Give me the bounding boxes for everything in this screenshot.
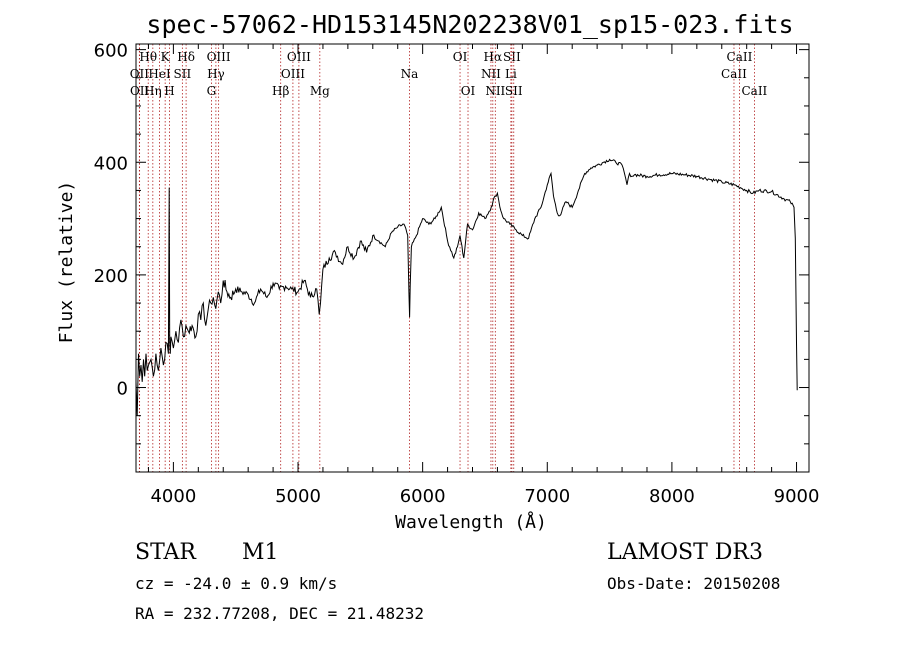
x-tick-label: 9000: [774, 486, 820, 507]
line-label: CaII: [721, 67, 747, 81]
line-label: NII: [481, 67, 501, 81]
line-label: CaII: [727, 50, 753, 64]
line-label: OII: [130, 67, 150, 81]
obs-date: Obs-Date: 20150208: [607, 574, 781, 593]
line-label: Hη: [144, 84, 162, 98]
ra-dec: RA = 232.77208, DEC = 21.48232: [135, 604, 424, 623]
line-label: NII: [485, 84, 505, 98]
line-label: K: [161, 50, 171, 64]
y-axis: 0 200 400 600: [94, 41, 809, 445]
y-axis-label: Flux (relative): [56, 181, 77, 344]
redshift-text: cz = -24.0 ± 0.9 km/s: [135, 574, 338, 593]
line-label: Hθ: [139, 50, 157, 64]
line-label: OI: [453, 50, 468, 64]
line-label: H: [164, 84, 174, 98]
spectrum-line: [135, 158, 798, 416]
x-tick-label: 6000: [400, 486, 446, 507]
x-axis: 4000 5000 6000 7000 8000 9000: [147, 44, 820, 507]
chart-title: spec-57062-HD153145N202238V01_sp15-023.f…: [146, 10, 793, 39]
line-label: Na: [401, 67, 419, 81]
line-label: Mg: [310, 84, 330, 98]
y-tick-label: 600: [94, 41, 128, 62]
x-tick-label: 4000: [150, 486, 196, 507]
x-tick-label: 8000: [649, 486, 695, 507]
line-label: SII: [174, 67, 192, 81]
line-label: CaII: [741, 84, 767, 98]
y-tick-label: 200: [94, 266, 128, 287]
x-tick-label: 5000: [275, 486, 321, 507]
y-tick-label: 0: [117, 379, 128, 400]
object-subclass: M1: [242, 540, 279, 565]
line-label: Li: [505, 67, 517, 81]
line-label: Hβ: [272, 84, 289, 98]
survey-name: LAMOST DR3: [607, 540, 763, 565]
line-label: Hα: [484, 50, 503, 64]
line-label: HeI: [148, 67, 171, 81]
line-label: OI: [461, 84, 476, 98]
line-label: OIII: [207, 50, 231, 64]
line-label: OIII: [287, 50, 311, 64]
x-axis-label: Wavelength (Å): [395, 511, 547, 533]
line-label: OII: [130, 84, 150, 98]
object-class: STAR: [135, 540, 196, 565]
line-label: SII: [505, 84, 523, 98]
line-label: OIII: [281, 67, 305, 81]
plot-frame: [135, 43, 810, 473]
line-label: G: [207, 84, 217, 98]
line-label: Hγ: [207, 67, 225, 81]
line-label: SII: [503, 50, 521, 64]
spectrum-series: [135, 158, 798, 416]
x-tick-label: 7000: [524, 486, 570, 507]
line-markers: OII OII Hθ Hη HeI K H Hδ SII G Hγ OIII Hβ OIII OIII Mg N…: [130, 44, 768, 472]
y-tick-label: 400: [94, 153, 128, 174]
line-label: Hδ: [177, 50, 195, 64]
